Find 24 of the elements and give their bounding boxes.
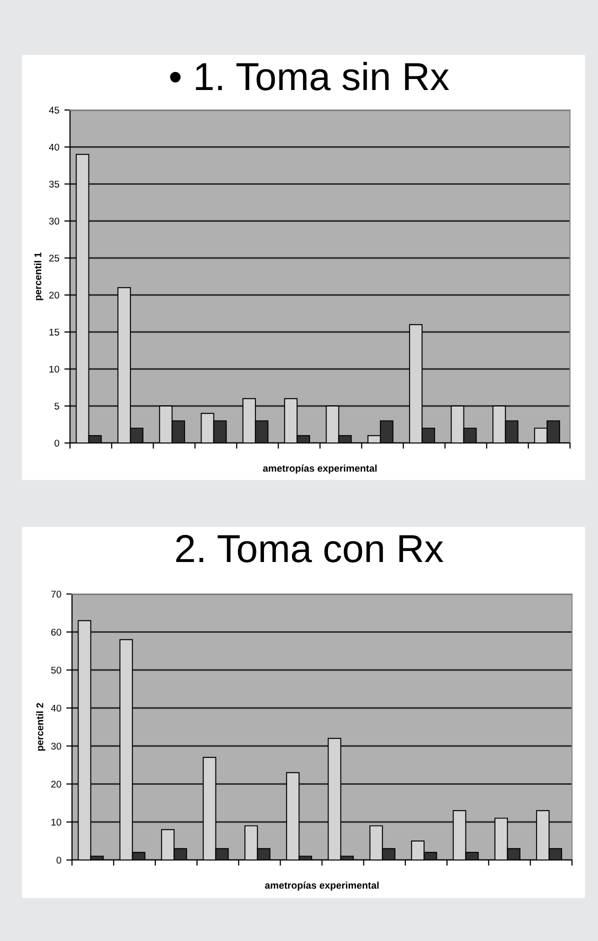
y-tick-label: 25 <box>49 254 60 262</box>
y-tick-label: 10 <box>50 366 60 373</box>
y-tick-label: 30 <box>51 742 62 750</box>
chart-title: 2. Toma con Rx <box>176 534 444 562</box>
y-tick-label: 40 <box>48 144 60 151</box>
y-tick-label: 10 <box>52 818 62 826</box>
x-axis-title: ametropías experimental <box>263 464 377 474</box>
y-tick-label: 70 <box>51 590 62 598</box>
y-tick-label: 0 <box>56 856 62 864</box>
y-axis-title: percentil 2 <box>36 703 46 751</box>
y-tick-label: 30 <box>49 218 60 225</box>
x-axis-title: ametropías experimental <box>265 882 379 891</box>
y-tick-label: 50 <box>51 666 62 674</box>
chart-title: • 1. Toma sin Rx <box>170 62 450 90</box>
y-tick-label: 20 <box>49 292 60 299</box>
y-axis-title: percentil 1 <box>34 252 44 300</box>
y-tick-label: 45 <box>48 106 60 114</box>
y-tick-label: 0 <box>54 440 60 447</box>
y-tick-label: 5 <box>54 402 60 410</box>
y-tick-label: 15 <box>50 328 60 336</box>
y-tick-label: 40 <box>50 704 62 712</box>
y-tick-label: 20 <box>51 780 62 788</box>
y-tick-label: 35 <box>49 180 60 188</box>
y-tick-label: 60 <box>51 628 62 636</box>
